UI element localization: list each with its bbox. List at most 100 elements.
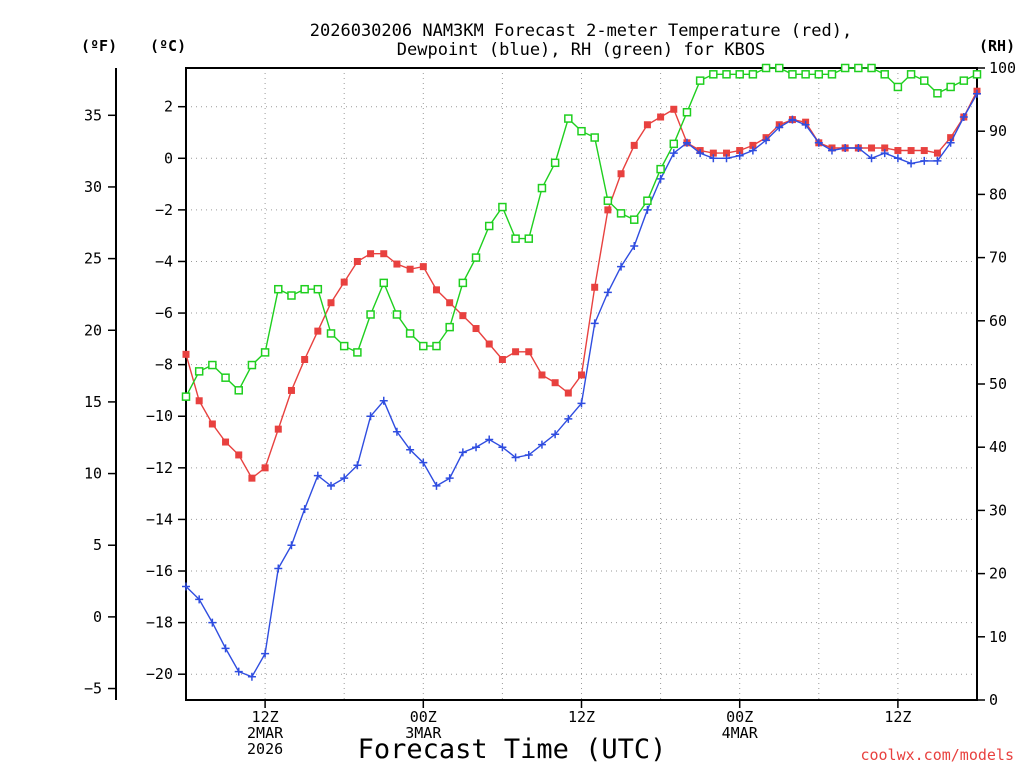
data-point	[274, 564, 283, 573]
data-point	[881, 144, 889, 152]
data-point	[472, 443, 481, 452]
data-point	[893, 154, 902, 163]
data-point	[735, 70, 744, 79]
data-point	[221, 644, 230, 653]
rh-tick-label: 100	[989, 59, 1016, 77]
data-point	[353, 257, 361, 265]
celsius-tick-label: −6	[155, 304, 173, 322]
rh-tick-label: 90	[989, 122, 1007, 140]
data-point	[458, 448, 467, 457]
data-point	[735, 151, 744, 160]
data-point	[907, 147, 915, 155]
fahrenheit-tick-label: 35	[84, 106, 102, 124]
data-point	[709, 149, 717, 157]
data-point	[827, 146, 836, 155]
data-point	[366, 412, 375, 421]
data-point	[287, 541, 296, 550]
data-point	[814, 70, 824, 79]
data-point	[629, 215, 639, 224]
data-point	[458, 278, 468, 288]
data-point	[326, 329, 336, 338]
data-point	[471, 253, 481, 262]
data-point	[314, 327, 322, 335]
data-point	[696, 149, 705, 158]
fahrenheit-tick-label: 5	[93, 536, 102, 554]
rh-tick-label: 20	[989, 565, 1007, 583]
x-tick-label: 12Z	[252, 708, 279, 726]
series-line	[185, 67, 978, 397]
x-tick-label: 2026	[247, 740, 283, 758]
data-point	[195, 595, 204, 604]
data-point	[603, 288, 612, 297]
data-point	[248, 474, 256, 482]
celsius-tick-label: −16	[146, 562, 173, 580]
data-point	[656, 174, 665, 183]
data-point	[643, 205, 652, 214]
data-point	[247, 360, 257, 370]
data-point	[287, 386, 295, 394]
data-point	[221, 373, 230, 382]
data-point	[366, 310, 375, 319]
data-point	[749, 141, 757, 149]
data-point	[313, 471, 322, 480]
data-point	[682, 107, 692, 117]
data-point	[327, 299, 335, 307]
data-point	[946, 138, 955, 147]
data-point	[775, 63, 784, 73]
data-point	[973, 89, 981, 98]
data-point	[709, 154, 718, 163]
data-point	[300, 284, 309, 294]
data-point	[590, 133, 599, 142]
chart-title-line1: 2026030206 NAM3KM Forecast 2-meter Tempe…	[310, 21, 852, 41]
data-point	[933, 156, 942, 165]
data-point	[893, 82, 903, 92]
data-point	[880, 70, 889, 79]
data-point	[775, 123, 784, 132]
data-point	[512, 348, 520, 356]
data-point	[261, 464, 269, 472]
x-tick-label: 12Z	[568, 708, 595, 726]
data-point	[709, 70, 718, 79]
data-point	[947, 134, 955, 142]
x-tick-label: 12Z	[884, 708, 911, 726]
data-point	[432, 286, 440, 294]
data-point	[406, 445, 415, 454]
rh-tick-label: 70	[989, 249, 1007, 267]
data-point	[313, 284, 323, 294]
data-point	[801, 70, 810, 79]
celsius-tick-label: −12	[146, 459, 173, 477]
data-point	[933, 89, 942, 98]
data-point	[551, 379, 559, 387]
data-point	[920, 76, 929, 85]
data-point	[432, 481, 441, 490]
data-point	[208, 420, 216, 428]
data-point	[907, 159, 916, 168]
data-point	[340, 278, 348, 286]
data-point	[894, 147, 902, 155]
data-point	[762, 136, 771, 145]
fahrenheit-tick-label: 30	[84, 178, 102, 196]
data-point	[880, 149, 889, 158]
data-point	[234, 667, 243, 676]
data-point	[537, 183, 547, 193]
data-point	[511, 234, 520, 243]
celsius-tick-label: −20	[146, 665, 173, 683]
data-point	[392, 427, 401, 436]
celsius-tick-label: −14	[146, 510, 173, 528]
data-point	[511, 453, 520, 462]
data-point	[222, 438, 230, 446]
data-point	[260, 348, 270, 357]
celsius-tick-label: −10	[146, 407, 173, 425]
data-point	[485, 340, 493, 348]
data-point	[814, 138, 823, 147]
data-point	[959, 76, 969, 85]
data-point	[498, 443, 507, 452]
data-point	[854, 63, 863, 73]
data-point	[472, 325, 480, 333]
data-point	[234, 386, 243, 395]
data-point	[300, 505, 309, 514]
data-point	[446, 299, 454, 307]
data-point	[419, 458, 428, 467]
series-rh	[181, 63, 982, 401]
data-point	[564, 414, 573, 423]
